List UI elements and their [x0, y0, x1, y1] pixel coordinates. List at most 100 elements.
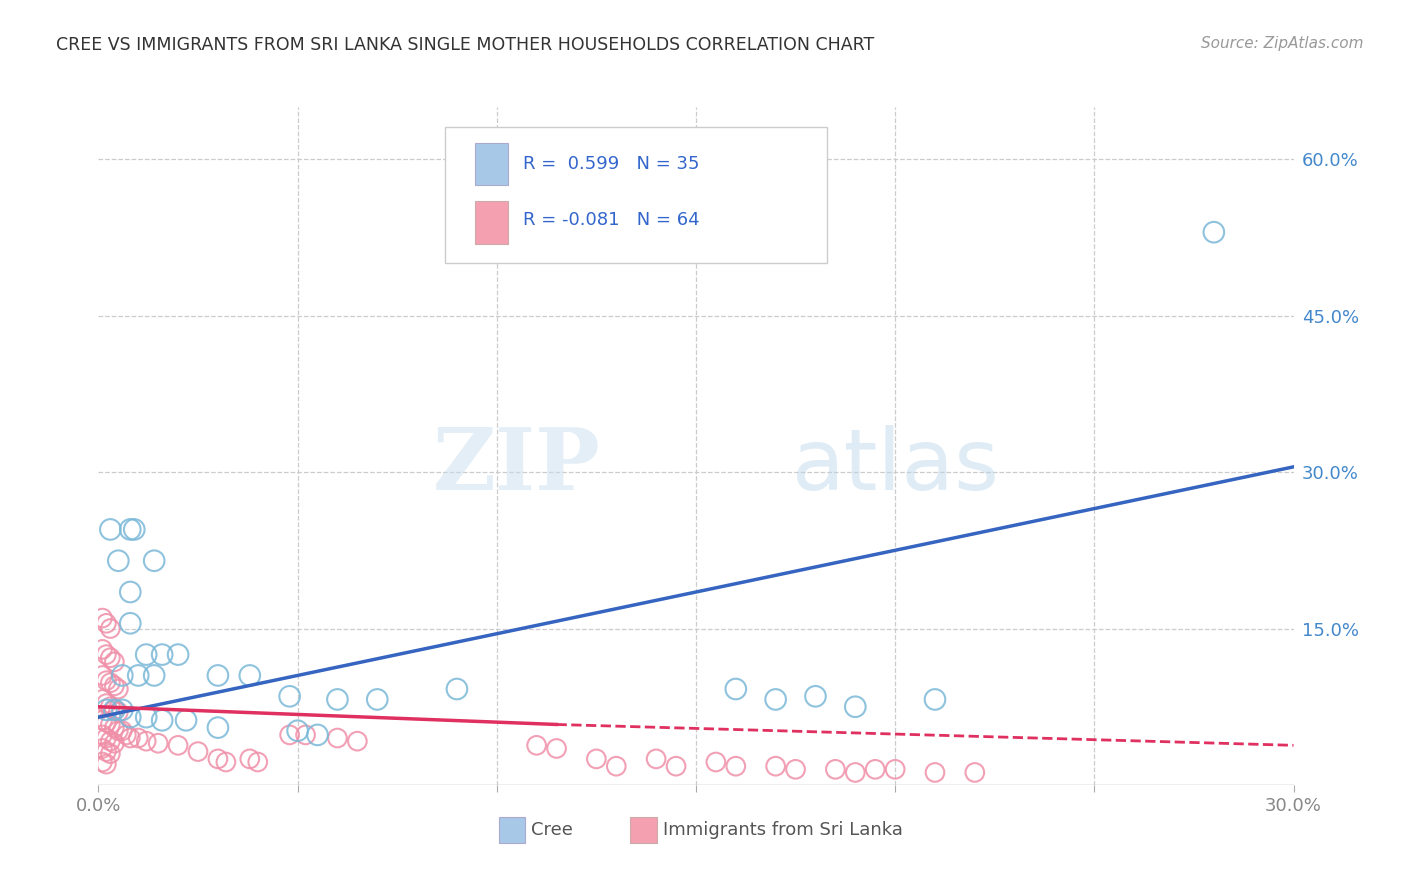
Point — [207, 668, 229, 682]
Point — [924, 765, 946, 780]
Point — [91, 741, 114, 756]
Point — [278, 728, 301, 742]
Point — [120, 731, 142, 745]
Point — [103, 679, 125, 693]
Point — [103, 703, 125, 717]
Point — [107, 705, 129, 719]
Point — [91, 714, 114, 728]
Point — [98, 734, 122, 748]
Text: Cree: Cree — [531, 821, 572, 838]
Point — [844, 765, 866, 780]
Point — [111, 703, 134, 717]
Point — [98, 523, 122, 537]
Point — [91, 611, 114, 625]
Point — [704, 755, 727, 769]
Point — [724, 759, 747, 773]
Point — [143, 668, 166, 682]
Point — [167, 648, 190, 662]
Point — [98, 622, 122, 636]
FancyBboxPatch shape — [630, 817, 657, 843]
Point — [143, 554, 166, 568]
Point — [91, 642, 114, 657]
Point — [127, 731, 149, 745]
Point — [148, 736, 170, 750]
Point — [115, 728, 138, 742]
Text: CREE VS IMMIGRANTS FROM SRI LANKA SINGLE MOTHER HOUSEHOLDS CORRELATION CHART: CREE VS IMMIGRANTS FROM SRI LANKA SINGLE… — [56, 36, 875, 54]
Point — [824, 762, 846, 776]
Point — [96, 697, 118, 711]
Point — [605, 759, 627, 773]
Point — [865, 762, 887, 776]
Text: ZIP: ZIP — [433, 425, 600, 508]
Point — [239, 668, 262, 682]
Point — [215, 755, 238, 769]
Point — [120, 710, 142, 724]
Point — [546, 741, 568, 756]
Point — [96, 715, 118, 730]
Point — [446, 681, 468, 696]
Point — [98, 717, 122, 731]
Point — [103, 703, 125, 717]
Point — [167, 739, 190, 753]
Point — [207, 752, 229, 766]
Point — [124, 523, 146, 537]
Text: atlas: atlas — [792, 425, 1000, 508]
Text: Source: ZipAtlas.com: Source: ZipAtlas.com — [1201, 36, 1364, 51]
Point — [135, 710, 157, 724]
Point — [96, 648, 118, 662]
Text: R = -0.081   N = 64: R = -0.081 N = 64 — [523, 211, 699, 229]
Point — [96, 703, 118, 717]
Point — [98, 699, 122, 714]
Point — [103, 655, 125, 669]
Point — [765, 692, 787, 706]
Point — [585, 752, 607, 766]
Point — [765, 759, 787, 773]
Point — [96, 731, 118, 745]
FancyBboxPatch shape — [499, 817, 524, 843]
Point — [107, 681, 129, 696]
Point — [239, 752, 262, 766]
Point — [127, 668, 149, 682]
Text: R =  0.599   N = 35: R = 0.599 N = 35 — [523, 155, 699, 173]
Point — [665, 759, 688, 773]
Point — [346, 734, 368, 748]
Point — [844, 699, 866, 714]
Point — [111, 723, 134, 738]
Point — [187, 745, 209, 759]
Point — [526, 739, 548, 753]
Point — [174, 714, 197, 728]
Point — [98, 650, 122, 665]
Point — [135, 734, 157, 748]
Point — [326, 692, 349, 706]
Point — [91, 668, 114, 682]
FancyBboxPatch shape — [475, 202, 509, 244]
Point — [924, 692, 946, 706]
Point — [804, 690, 827, 704]
Point — [91, 728, 114, 742]
Point — [103, 736, 125, 750]
Point — [1202, 225, 1225, 239]
Point — [120, 585, 142, 599]
Point — [278, 690, 301, 704]
Point — [294, 728, 316, 742]
Point — [135, 648, 157, 662]
Point — [150, 714, 173, 728]
Point — [963, 765, 986, 780]
Point — [326, 731, 349, 745]
Point — [307, 728, 329, 742]
FancyBboxPatch shape — [475, 143, 509, 186]
Point — [366, 692, 388, 706]
Point — [91, 755, 114, 769]
Point — [150, 648, 173, 662]
FancyBboxPatch shape — [446, 128, 827, 263]
Point — [724, 681, 747, 696]
Point — [107, 723, 129, 738]
Point — [785, 762, 807, 776]
Point — [246, 755, 269, 769]
Point — [111, 668, 134, 682]
Point — [207, 721, 229, 735]
Point — [98, 747, 122, 761]
Point — [98, 675, 122, 690]
Point — [96, 745, 118, 759]
Point — [884, 762, 907, 776]
